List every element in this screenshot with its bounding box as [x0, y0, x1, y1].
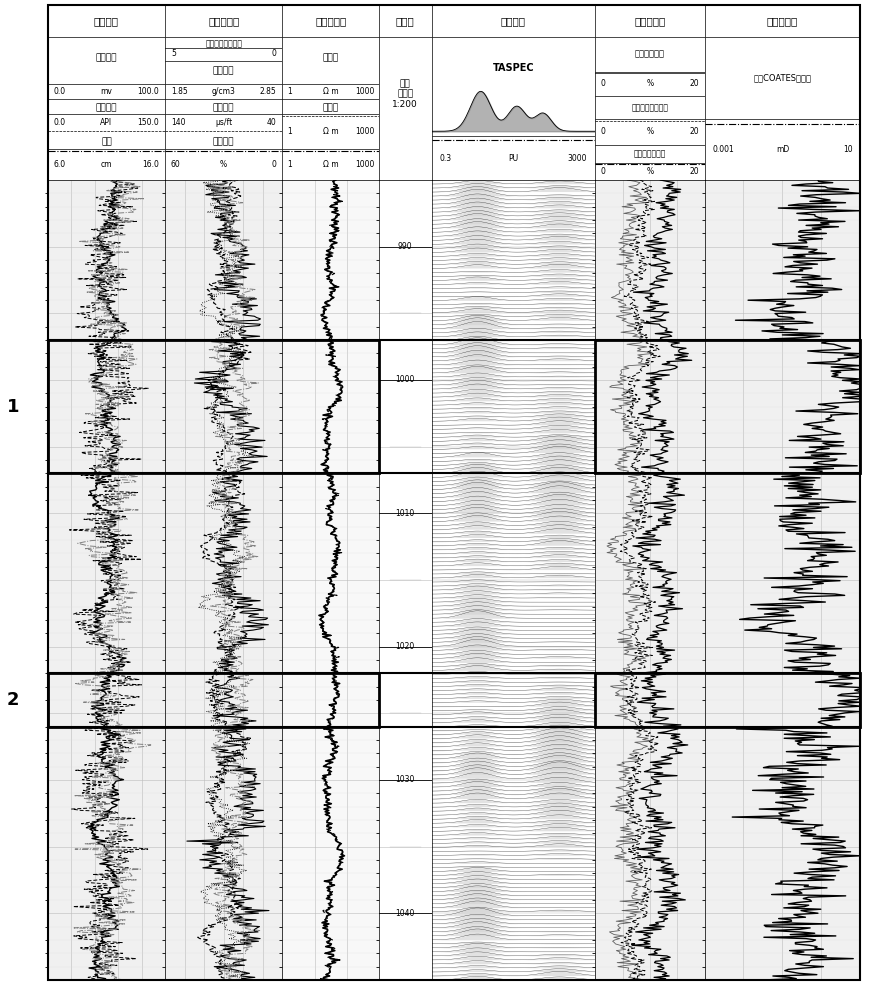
Text: Ω m: Ω m — [323, 160, 338, 169]
Text: TASPEC: TASPEC — [493, 63, 534, 73]
Text: 1010: 1010 — [395, 509, 415, 518]
Text: mv: mv — [101, 87, 112, 96]
Text: 1030: 1030 — [395, 776, 415, 784]
Text: 深度
（米）
1:200: 深度 （米） 1:200 — [393, 79, 418, 109]
Text: 6.0: 6.0 — [54, 160, 66, 169]
Text: 补偿密度: 补偿密度 — [213, 67, 235, 76]
Text: 1000: 1000 — [355, 87, 375, 96]
Text: 20: 20 — [689, 79, 699, 88]
Text: 150.0: 150.0 — [137, 118, 159, 127]
Text: 孔隙度曲线: 孔隙度曲线 — [208, 16, 239, 26]
Text: 0: 0 — [601, 79, 606, 88]
Text: 1000: 1000 — [395, 375, 415, 384]
Text: 渗透率曲线: 渗透率曲线 — [766, 16, 798, 26]
Text: 5: 5 — [171, 49, 176, 58]
Text: 1: 1 — [287, 160, 292, 169]
Text: 1000: 1000 — [355, 126, 375, 135]
Text: 核磁曲线: 核磁曲线 — [501, 16, 526, 26]
Text: 核磁COATES渗透率: 核磁COATES渗透率 — [753, 73, 812, 82]
Text: 2: 2 — [7, 691, 19, 709]
Text: 2.85: 2.85 — [260, 87, 276, 96]
Text: 自然伽马: 自然伽马 — [96, 103, 117, 112]
Text: 自然电位: 自然电位 — [96, 53, 117, 62]
Text: 0: 0 — [271, 49, 276, 58]
Text: 20: 20 — [689, 167, 699, 176]
Text: 1.85: 1.85 — [171, 87, 188, 96]
Text: 核磁总孔隙度: 核磁总孔隙度 — [635, 49, 665, 58]
Text: 0.3: 0.3 — [440, 154, 452, 163]
Text: 10: 10 — [843, 145, 852, 154]
Text: 20: 20 — [689, 127, 699, 136]
Text: Ω m: Ω m — [323, 87, 338, 96]
Text: 浅侧向: 浅侧向 — [322, 103, 339, 112]
Text: %: % — [647, 79, 653, 88]
Text: 孔隙度曲线: 孔隙度曲线 — [634, 16, 666, 26]
Text: %: % — [647, 127, 653, 136]
Text: 光电吸收截面指数: 光电吸收截面指数 — [205, 39, 242, 48]
Text: %: % — [220, 160, 227, 169]
Text: API: API — [100, 118, 112, 127]
Text: 16.0: 16.0 — [143, 160, 159, 169]
Text: 1: 1 — [287, 126, 292, 135]
Text: 1000: 1000 — [355, 160, 375, 169]
Text: 3000: 3000 — [567, 154, 587, 163]
Text: 0.0: 0.0 — [54, 118, 66, 127]
Text: 岩性曲线: 岩性曲线 — [94, 16, 119, 26]
Text: 核磁束缚水孔隙度: 核磁束缚水孔隙度 — [632, 103, 668, 112]
Text: 补偿中子: 补偿中子 — [213, 137, 235, 146]
Text: 0.0: 0.0 — [54, 87, 66, 96]
Text: 60: 60 — [171, 160, 181, 169]
Text: 0: 0 — [601, 167, 606, 176]
Text: PU: PU — [508, 154, 519, 163]
Text: 40: 40 — [267, 118, 276, 127]
Text: Ω m: Ω m — [323, 126, 338, 135]
Text: 990: 990 — [398, 242, 413, 251]
Text: 1040: 1040 — [395, 909, 415, 918]
Text: cm: cm — [101, 160, 112, 169]
Text: μs/ft: μs/ft — [215, 118, 232, 127]
Text: 140: 140 — [171, 118, 185, 127]
Text: mD: mD — [776, 145, 789, 154]
Text: %: % — [647, 167, 653, 176]
Text: 0.001: 0.001 — [713, 145, 734, 154]
Text: 井径: 井径 — [101, 137, 112, 146]
Text: g/cm3: g/cm3 — [212, 87, 235, 96]
Text: 1020: 1020 — [395, 642, 415, 651]
Text: 电阻率曲线: 电阻率曲线 — [315, 16, 346, 26]
Text: 核磁有效孔隙度: 核磁有效孔隙度 — [634, 149, 667, 158]
Text: 声波时差: 声波时差 — [213, 103, 235, 112]
Text: 0: 0 — [601, 127, 606, 136]
Text: 0: 0 — [271, 160, 276, 169]
Text: 100.0: 100.0 — [137, 87, 159, 96]
Text: 深侧向: 深侧向 — [322, 53, 339, 62]
Text: 1: 1 — [7, 398, 19, 416]
Text: 深度道: 深度道 — [396, 16, 415, 26]
Text: 1: 1 — [287, 87, 292, 96]
